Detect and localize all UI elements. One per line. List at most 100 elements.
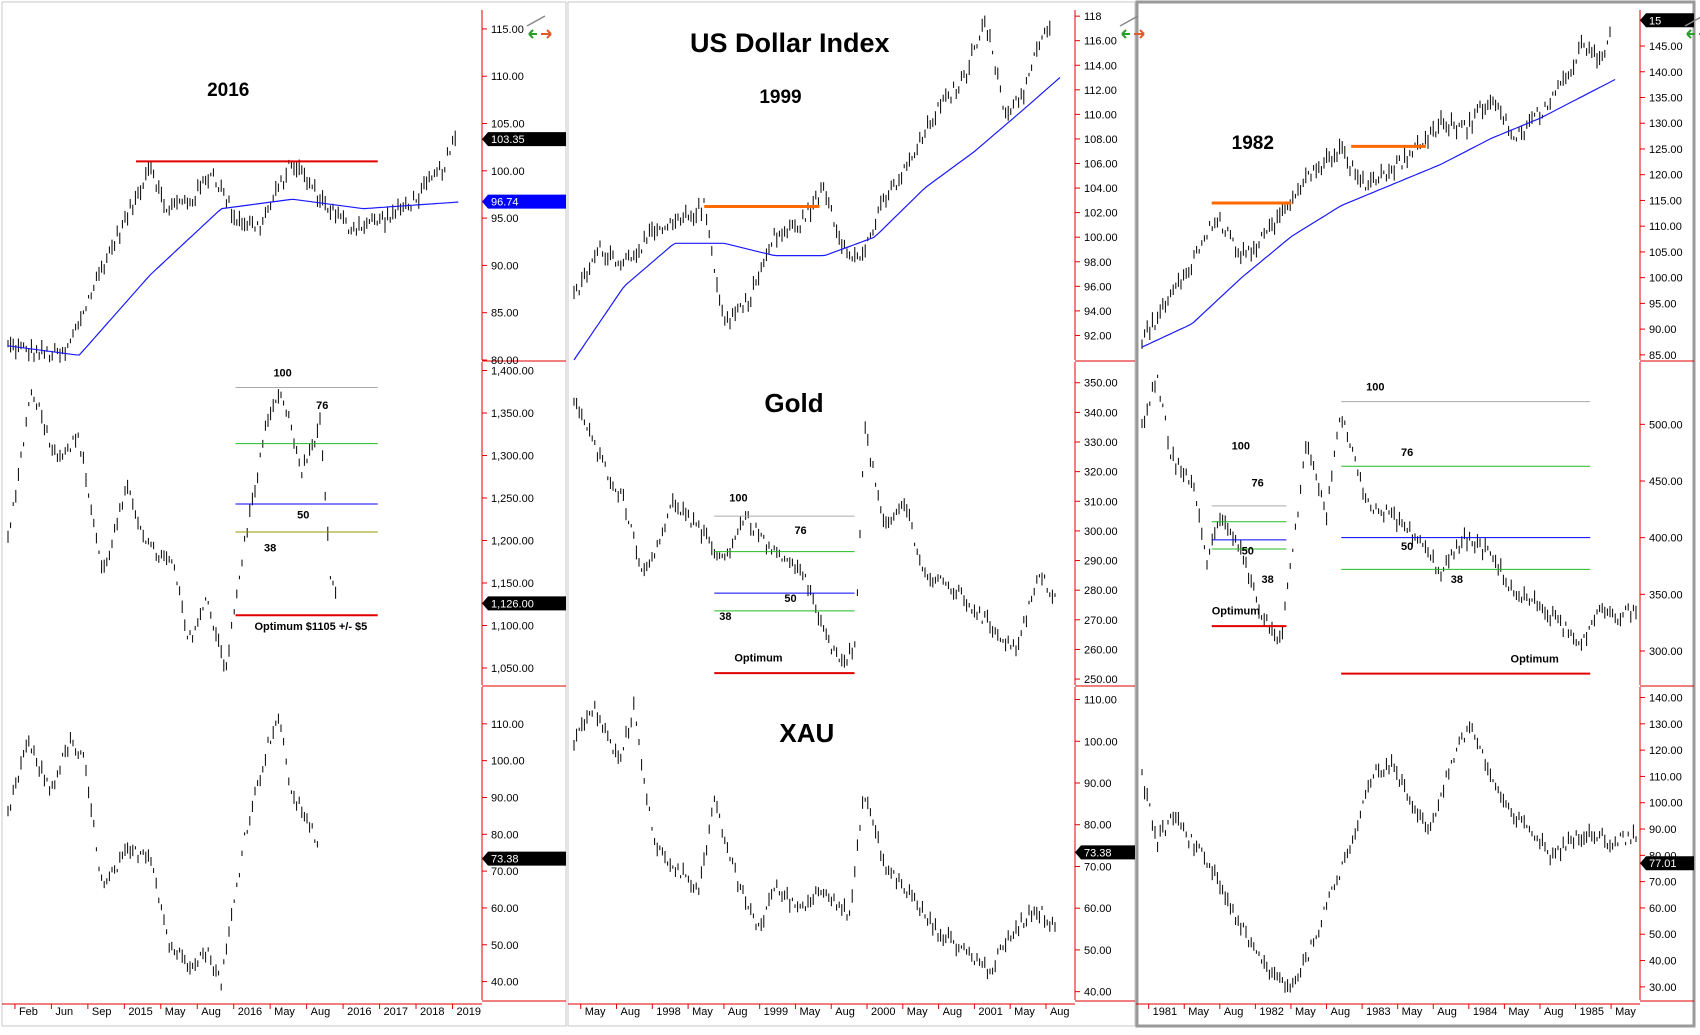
y-tick-label: 350.00	[1084, 378, 1118, 390]
arrows-icon	[1686, 29, 1695, 39]
x-tick-label: 2018	[420, 1006, 444, 1018]
arrows-icon	[1134, 29, 1145, 39]
y-tick-label: 70.00	[491, 866, 519, 878]
x-tick-label: Aug	[1331, 1006, 1351, 1018]
x-tick-label: 2016	[347, 1006, 371, 1018]
y-tick-label: 115.00	[491, 24, 524, 36]
y-tick-label: 30.00	[1649, 982, 1677, 994]
y-tick-label: 125.00	[1649, 144, 1683, 156]
y-tick-label: 40.00	[1649, 956, 1677, 968]
level-label: 100	[1232, 440, 1250, 452]
moving-average-line	[573, 77, 1061, 361]
y-tick-label: 90.00	[1649, 824, 1677, 836]
y-tick-label: 1,250.00	[491, 493, 534, 505]
x-tick-label: Aug	[1437, 1006, 1457, 1018]
y-tick-label: 1,150.00	[491, 578, 534, 590]
x-tick-label: 2016	[238, 1006, 262, 1018]
y-tick-label: 310.00	[1084, 496, 1118, 508]
row-title: 2016	[207, 80, 249, 101]
y-tick-label: 280.00	[1084, 585, 1118, 597]
arrows-icon	[1684, 16, 1700, 27]
x-tick-label: 2017	[384, 1006, 408, 1018]
y-tick-label: 330.00	[1084, 437, 1118, 449]
level-label: 38	[719, 611, 731, 623]
price-tag	[1640, 13, 1694, 28]
y-tick-label: 40.00	[1084, 987, 1112, 999]
level-label: Optimum	[1511, 653, 1559, 665]
level-label: 100	[729, 492, 747, 504]
y-tick-label: 95.00	[1649, 298, 1677, 310]
x-tick-label: 1985	[1580, 1006, 1604, 1018]
y-tick-label: 145.00	[1649, 41, 1683, 53]
level-label: 50	[784, 593, 796, 605]
level-label: 100	[273, 367, 291, 379]
y-tick-label: 130.00	[1649, 118, 1683, 130]
y-tick-label: 260.00	[1084, 644, 1118, 656]
center-title: US Dollar Index	[690, 28, 890, 58]
panel-frame	[567, 1, 1136, 1027]
y-tick-label: 100.00	[491, 756, 525, 768]
x-tick-label: May	[1402, 1006, 1423, 1018]
y-tick-label: 92.00	[1084, 330, 1112, 342]
price-tag	[1640, 856, 1694, 871]
x-tick-label: 2001	[978, 1006, 1002, 1018]
level-label: Optimum	[734, 652, 782, 664]
x-tick-label: Aug	[201, 1006, 221, 1018]
y-tick-label: 114.00	[1084, 60, 1117, 72]
x-tick-label: May	[1014, 1006, 1035, 1018]
y-tick-label: 300.00	[1649, 646, 1683, 658]
x-tick-label: May	[799, 1006, 820, 1018]
y-tick-label: 105.00	[1649, 247, 1683, 259]
price-tag-label: 73.38	[491, 854, 519, 866]
y-tick-label: 1,050.00	[491, 663, 534, 675]
price-tag	[1075, 845, 1135, 860]
y-tick-label: 60.00	[491, 903, 519, 915]
level-label: 76	[1252, 478, 1264, 490]
arrows-icon	[526, 15, 546, 27]
y-tick-label: 100.00	[1084, 232, 1118, 244]
level-label: 50	[297, 509, 309, 521]
row-title: 1982	[1232, 133, 1274, 154]
x-tick-label: 1983	[1366, 1006, 1390, 1018]
y-tick-label: 60.00	[1649, 903, 1677, 915]
y-tick-label: 70.00	[1084, 861, 1112, 873]
y-tick-label: 90.00	[1084, 778, 1112, 790]
x-tick-label: 1998	[656, 1006, 680, 1018]
price-tag-label: 15	[1649, 15, 1661, 27]
y-tick-label: 102.00	[1084, 208, 1118, 220]
y-tick-label: 1,300.00	[491, 451, 534, 463]
price-tag	[482, 194, 566, 209]
x-tick-label: Feb	[19, 1006, 38, 1018]
y-tick-label: 104.00	[1084, 183, 1118, 195]
x-tick-label: 2000	[871, 1006, 895, 1018]
y-tick-label: 85.00	[1649, 350, 1677, 362]
y-tick-label: 98.00	[1084, 257, 1112, 269]
y-tick-label: 96.00	[1084, 281, 1112, 293]
y-tick-label: 112.00	[1084, 85, 1117, 97]
y-tick-label: 116.00	[1084, 36, 1117, 48]
x-tick-label: May	[1508, 1006, 1529, 1018]
panel-frame	[1, 1, 567, 1027]
y-tick-label: 50.00	[491, 940, 519, 952]
x-tick-label: 1999	[764, 1006, 788, 1018]
y-tick-label: 106.00	[1084, 159, 1118, 171]
y-tick-label: 85.00	[491, 308, 519, 320]
y-tick-label: 94.00	[1084, 306, 1112, 318]
x-tick-label: Aug	[943, 1006, 963, 1018]
y-tick-label: 250.00	[1084, 674, 1118, 686]
y-tick-label: 120.00	[1649, 745, 1683, 757]
x-tick-label: May	[165, 1006, 186, 1018]
x-tick-label: Aug	[1544, 1006, 1564, 1018]
level-label: Optimum	[1212, 606, 1260, 618]
y-tick-label: 100.00	[1084, 736, 1118, 748]
price-tag-label: 1,126.00	[491, 598, 534, 610]
level-label: 50	[1401, 541, 1413, 553]
y-tick-label: 1,350.00	[491, 408, 534, 420]
y-tick-label: 110.00	[491, 719, 524, 731]
y-tick-label: 130.00	[1649, 719, 1683, 731]
y-tick-label: 300.00	[1084, 526, 1118, 538]
level-label: 38	[264, 543, 276, 555]
price-tag-label: 96.74	[491, 197, 519, 209]
